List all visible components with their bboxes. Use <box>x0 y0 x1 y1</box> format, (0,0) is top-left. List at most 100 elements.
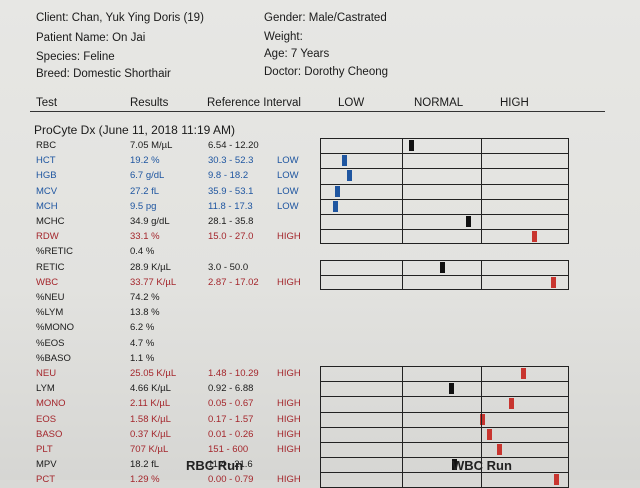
table-row: LYM 4.66 K/µL 0.92 - 6.88 <box>0 381 640 396</box>
range-graph-rowline <box>320 442 569 443</box>
test-name: EOS <box>36 413 57 425</box>
run-title: ProCyte Dx (June 11, 2018 11:19 AM) <box>34 123 235 137</box>
range-marker <box>480 413 486 425</box>
range-marker <box>520 368 526 379</box>
reference-interval: 0.05 - 0.67 <box>208 398 254 410</box>
range-divider <box>402 138 403 245</box>
result-value: 4.7 % <box>130 337 155 349</box>
reference-interval: 9.8 - 18.2 <box>208 170 249 182</box>
test-name: %EOS <box>36 337 65 349</box>
result-value: 13.8 % <box>130 307 160 319</box>
col-reference: Reference Interval <box>207 97 301 109</box>
table-row: RDW 33.1 % 15.0 - 27.0 HIGH <box>0 229 640 244</box>
result-value: 707 K/µL <box>130 444 169 455</box>
species: Species: Feline <box>36 51 115 63</box>
range-graph-rowline <box>320 198 569 200</box>
test-name: MCV <box>36 185 58 197</box>
range-marker <box>551 276 557 288</box>
range-marker <box>508 398 514 410</box>
test-name: %NEU <box>36 292 65 303</box>
doctor: Doctor: Dorothy Cheong <box>264 66 389 78</box>
result-value: 27.2 fL <box>130 185 160 197</box>
table-row: MCH 9.5 pg 11.8 - 17.3 LOW <box>0 199 640 214</box>
table-row: HCT 19.2 % 30.3 - 52.3 LOW <box>0 153 640 168</box>
test-name: PLT <box>36 444 53 455</box>
flag-label: HIGH <box>277 444 301 455</box>
reference-interval: 0.92 - 6.88 <box>208 383 254 395</box>
table-row: HGB 6.7 g/dL 9.8 - 18.2 LOW <box>0 168 640 183</box>
test-name: %LYM <box>36 307 64 319</box>
table-row: PLT 707 K/µL 151 - 600 HIGH <box>0 442 640 457</box>
reference-interval: 35.9 - 53.1 <box>208 185 254 197</box>
test-name: LYM <box>36 383 55 395</box>
range-marker <box>346 170 352 182</box>
table-row: EOS 1.58 K/µL 0.17 - 1.57 HIGH <box>0 412 640 427</box>
test-name: MPV <box>36 459 57 471</box>
test-name: WBC <box>36 276 59 288</box>
table-row: MCV 27.2 fL 35.9 - 53.1 LOW <box>0 184 640 199</box>
flag-label: HIGH <box>277 231 301 243</box>
table-row: MONO 2.11 K/µL 0.05 - 0.67 HIGH <box>0 396 640 411</box>
range-marker <box>532 231 538 243</box>
range-graph-rowline <box>320 153 569 155</box>
test-name: BASO <box>36 428 63 440</box>
age: Age: 7 Years <box>264 48 330 60</box>
range-graph-rowline <box>320 396 569 398</box>
table-row: BASO 0.37 K/µL 0.01 - 0.26 HIGH <box>0 427 640 442</box>
test-name: NEU <box>36 368 57 379</box>
range-graph-rowline <box>320 426 569 428</box>
test-name: %BASO <box>36 352 71 364</box>
range-marker <box>449 383 455 395</box>
client-name: Client: Chan, Yuk Ying Doris (19) <box>36 12 204 24</box>
range-graph-rowline <box>320 274 569 276</box>
result-value: 6.7 g/dL <box>130 170 165 182</box>
reference-interval: 11.4 - 21.6 <box>208 459 253 471</box>
flag-label: LOW <box>277 200 299 212</box>
range-divider <box>402 366 403 488</box>
result-value: 2.11 K/µL <box>130 398 171 410</box>
flag-label: LOW <box>277 170 299 182</box>
col-normal: NORMAL <box>414 97 464 109</box>
range-graph-rowline <box>320 183 569 185</box>
reference-interval: 28.1 - 35.8 <box>208 216 254 227</box>
range-graph-rowline <box>320 411 569 413</box>
result-value: 33.1 % <box>130 231 160 243</box>
col-results: Results <box>130 97 169 109</box>
table-row: RETIC 28.9 K/µL 3.0 - 50.0 <box>0 260 640 275</box>
reference-interval: 6.54 - 12.20 <box>208 140 259 151</box>
range-divider <box>481 259 482 290</box>
table-row: %BASO 1.1 % <box>0 351 640 366</box>
test-name: MCH <box>36 200 58 212</box>
table-row: RBC 7.05 M/µL 6.54 - 12.20 <box>0 138 640 153</box>
result-value: 0.37 K/µL <box>130 428 171 440</box>
table-row: MPV 18.2 fL 11.4 - 21.6 <box>0 457 640 472</box>
reference-interval: 1.48 - 10.29 <box>208 368 259 379</box>
result-value: 7.05 M/µL <box>130 140 173 151</box>
test-name: %MONO <box>36 322 74 334</box>
result-value: 0.4 % <box>130 246 155 258</box>
table-row: %MONO 6.2 % <box>0 320 640 335</box>
result-value: 34.9 g/dL <box>130 216 170 227</box>
flag-label: LOW <box>277 185 299 197</box>
range-graph-rowline <box>320 168 569 170</box>
patient-name: Patient Name: On Jai <box>36 32 146 44</box>
col-test: Test <box>36 97 58 109</box>
range-graph-box <box>320 138 569 245</box>
result-value: 33.77 K/µL <box>130 276 177 288</box>
rbc-run-label: RBC Run <box>186 458 244 473</box>
table-row: MCHC 34.9 g/dL 28.1 - 35.8 <box>0 214 640 229</box>
result-value: 1.1 % <box>130 352 155 364</box>
result-value: 19.2 % <box>130 155 160 167</box>
table-row: %RETIC 0.4 % <box>0 244 640 259</box>
test-name: RDW <box>36 231 59 243</box>
breed: Breed: Domestic Shorthair <box>36 68 171 80</box>
range-marker <box>465 216 471 227</box>
header-rule <box>30 111 605 112</box>
flag-label: HIGH <box>277 276 301 288</box>
test-name: RBC <box>36 140 57 151</box>
table-row: NEU 25.05 K/µL 1.48 - 10.29 HIGH <box>0 366 640 381</box>
range-divider <box>402 259 403 290</box>
reference-interval: 3.0 - 50.0 <box>208 261 249 273</box>
range-graph-rowline <box>320 457 569 459</box>
